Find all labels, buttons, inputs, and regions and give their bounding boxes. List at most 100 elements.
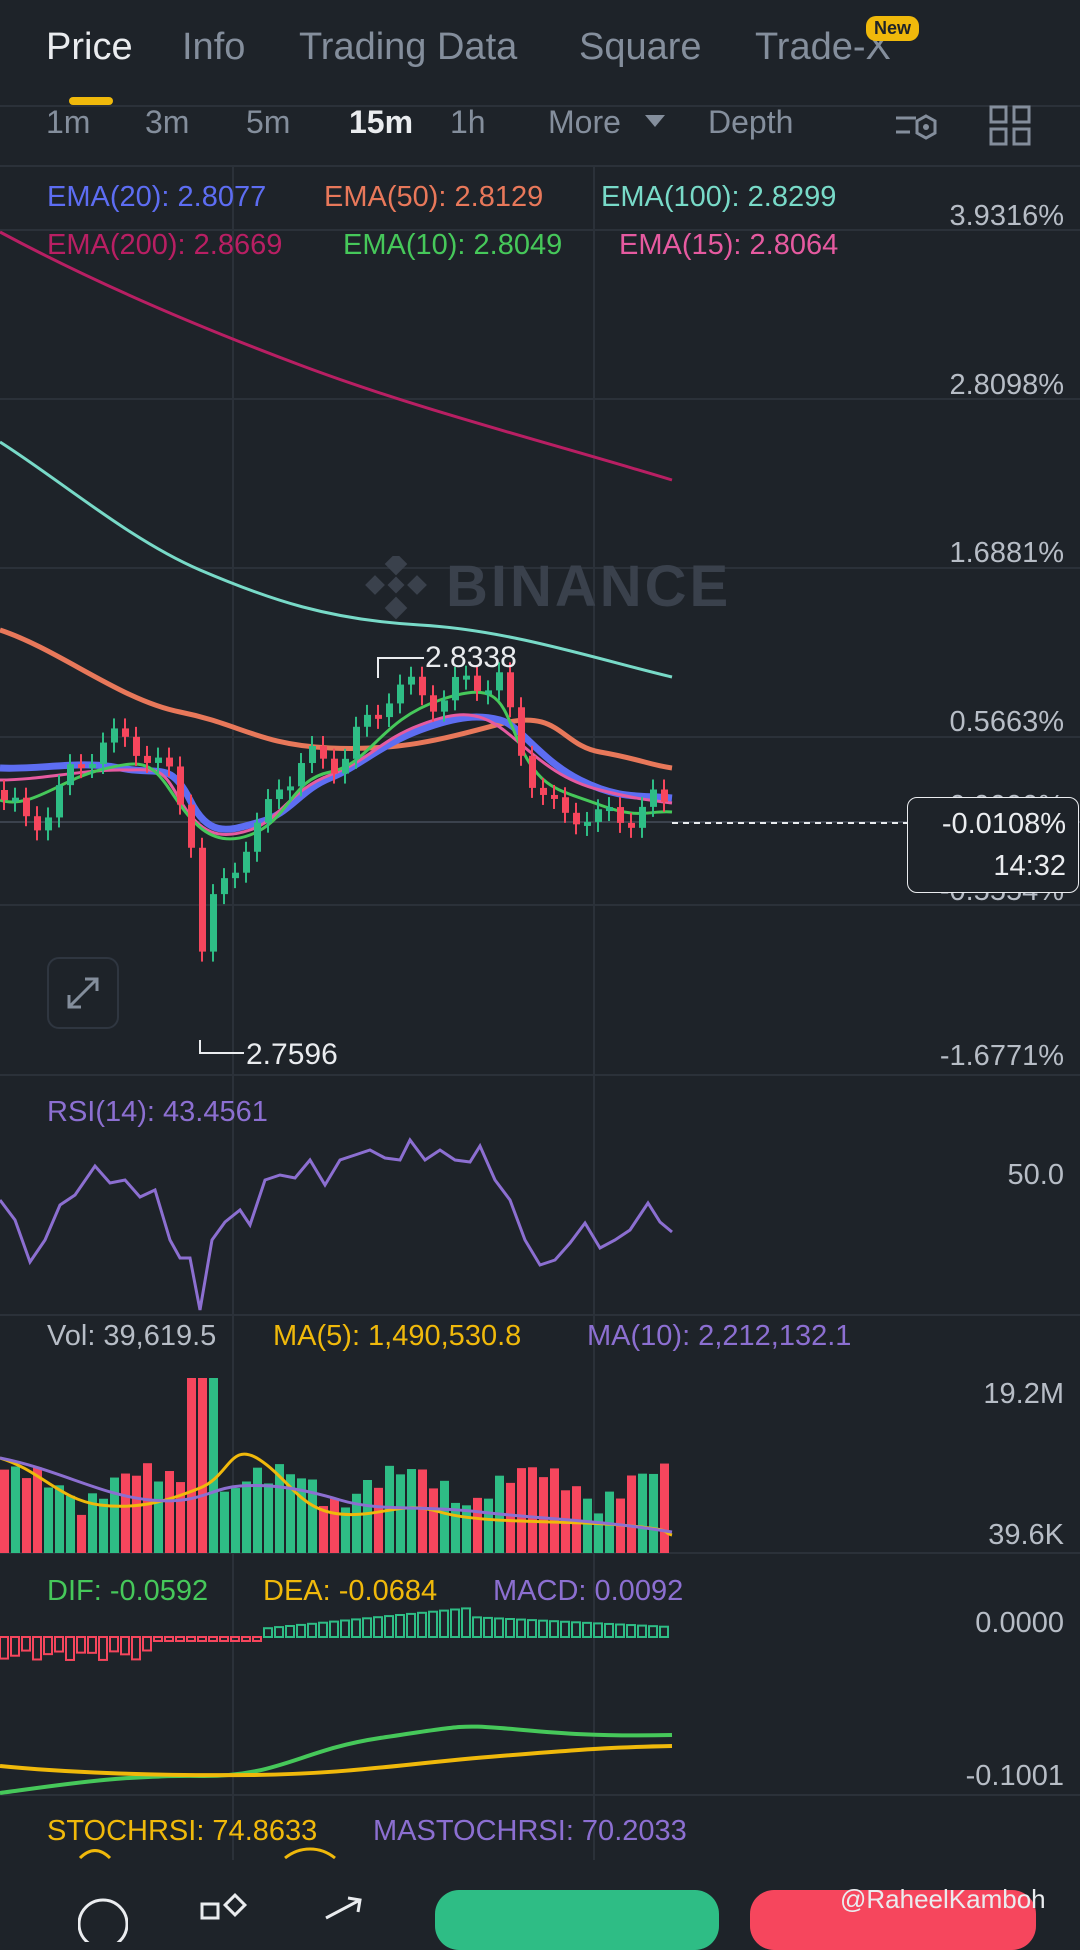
more-icon[interactable]: [78, 1892, 128, 1942]
volume-bar: [429, 1488, 438, 1553]
macd-bar: [373, 1616, 383, 1638]
macd-bar: [153, 1636, 163, 1642]
volume-bar: [154, 1481, 163, 1553]
interval-1h[interactable]: 1h: [450, 104, 486, 140]
volume-bar: [55, 1485, 64, 1553]
volume-bar: [143, 1463, 152, 1553]
ema100-label: EMA(100): 2.8299: [601, 181, 837, 213]
indicator-settings-icon[interactable]: [894, 106, 940, 150]
tab-info[interactable]: Info: [182, 26, 246, 68]
layout-grid-icon[interactable]: [988, 104, 1034, 148]
volume-bar: [440, 1480, 449, 1553]
volume-bar: [66, 1495, 75, 1553]
interval-more[interactable]: More: [548, 104, 621, 140]
macd-bar: [10, 1636, 20, 1657]
macd-bar: [285, 1625, 295, 1638]
low-price-label: 2.7596: [246, 1038, 338, 1071]
volume-bar: [121, 1473, 130, 1553]
volume-bar: [0, 1469, 9, 1553]
apps-icon[interactable]: [200, 1892, 250, 1942]
volume-bar: [132, 1475, 141, 1553]
volume-bar: [264, 1483, 273, 1553]
macd-bar: [164, 1636, 174, 1642]
macd-bar: [65, 1636, 75, 1661]
macd-bar: [494, 1617, 504, 1638]
divider: [0, 165, 1080, 167]
tab-square[interactable]: Square: [579, 26, 702, 68]
volume-bar: [286, 1474, 295, 1553]
depth-tab[interactable]: Depth: [708, 104, 794, 140]
macd-bar: [615, 1623, 625, 1638]
macd-bar: [241, 1636, 251, 1642]
buy-button[interactable]: [435, 1890, 719, 1950]
volume-bar: [539, 1477, 548, 1553]
macd-bar: [505, 1618, 515, 1638]
watermark-credit: @RaheelKamboh: [840, 1884, 1046, 1914]
macd-bar: [362, 1617, 372, 1639]
ema15-label: EMA(15): 2.8064: [619, 229, 839, 261]
new-badge: New: [866, 16, 920, 41]
macd-bar: [87, 1636, 97, 1654]
macd-bar: [450, 1608, 460, 1638]
chevron-down-icon: [645, 115, 665, 127]
binance-logo-icon: [365, 556, 427, 620]
volume-bar: [297, 1478, 306, 1553]
macd-bar: [626, 1624, 636, 1639]
volume-bar: [198, 1378, 207, 1553]
macd-bar: [175, 1636, 185, 1642]
volume-axis-label: 19.2M: [983, 1378, 1064, 1410]
candle-countdown: 14:32: [993, 850, 1066, 882]
macd-bar: [637, 1624, 647, 1638]
volume-bar: [451, 1502, 460, 1553]
tab-trading-data[interactable]: Trading Data: [299, 26, 518, 68]
volume-bar: [253, 1467, 262, 1553]
divider: [0, 105, 1080, 107]
macd-bar: [208, 1636, 218, 1642]
share-icon[interactable]: [320, 1892, 370, 1942]
volume-bar: [462, 1505, 471, 1553]
macd-bar: [406, 1612, 416, 1639]
volume-bar: [187, 1378, 196, 1553]
current-change: -0.0108%: [941, 808, 1066, 840]
macd-bar: [439, 1609, 449, 1638]
top-tab-bar: Price Info Trading Data Square Trade-X N…: [0, 0, 1080, 105]
volume-bar: [517, 1468, 526, 1553]
macd-bar: [120, 1636, 130, 1656]
macd-bar: [571, 1621, 581, 1639]
macd-bar: [109, 1636, 119, 1653]
ema50-label: EMA(50): 2.8129: [324, 181, 544, 213]
interval-15m[interactable]: 15m: [349, 104, 414, 140]
volume-bar: [220, 1491, 229, 1553]
macd-bar: [131, 1636, 141, 1661]
expand-icon: [67, 977, 99, 1009]
watermark: BINANCE: [446, 554, 732, 619]
macd-axis-label: -0.1001: [965, 1760, 1064, 1792]
volume-bar: [275, 1464, 284, 1553]
volume-label: Vol: 39,619.5: [47, 1320, 217, 1352]
volume-bar: [44, 1487, 53, 1553]
volume-bar: [242, 1481, 251, 1553]
tab-price[interactable]: Price: [46, 26, 133, 68]
volume-bar: [638, 1473, 647, 1553]
price-axis-label: 2.8098%: [949, 369, 1065, 401]
macd-bar: [329, 1620, 339, 1638]
volume-bar: [583, 1498, 592, 1553]
macd-bar: [252, 1636, 262, 1642]
macd-bar: [0, 1636, 9, 1660]
macd-bar: [538, 1619, 548, 1639]
volume-axis-label: 39.6K: [988, 1519, 1064, 1551]
volume-bar: [506, 1482, 515, 1553]
interval-3m[interactable]: 3m: [145, 104, 190, 140]
interval-1m[interactable]: 1m: [46, 104, 91, 140]
volume-bar: [88, 1493, 97, 1553]
ema200-label: EMA(200): 2.8669: [47, 229, 283, 261]
volume-bar: [341, 1507, 350, 1553]
fullscreen-button[interactable]: [47, 957, 119, 1029]
interval-5m[interactable]: 5m: [246, 104, 291, 140]
volume-bar: [484, 1498, 493, 1553]
macd-bar: [21, 1636, 31, 1652]
volume-bar: [308, 1479, 317, 1553]
price-axis-label: 3.9316%: [949, 200, 1065, 232]
volume-bar: [110, 1477, 119, 1553]
